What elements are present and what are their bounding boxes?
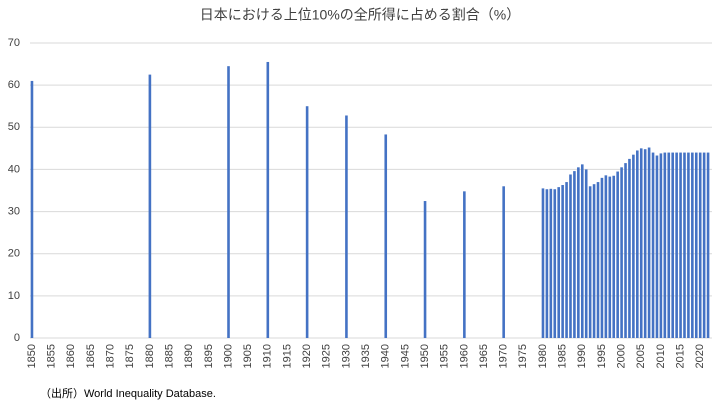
x-tick-label: 1905 <box>242 344 254 368</box>
bar <box>553 189 557 338</box>
x-tick-label: 1910 <box>262 344 274 368</box>
x-tick-label: 1855 <box>46 344 58 368</box>
x-tick-label: 1860 <box>65 344 77 368</box>
bar <box>616 171 619 338</box>
bar <box>655 155 659 338</box>
bar <box>584 169 588 338</box>
bar <box>694 152 698 338</box>
bar <box>227 66 230 338</box>
x-tick-label: 1965 <box>478 344 490 368</box>
y-tick-label: 60 <box>8 79 20 91</box>
x-tick-label: 2010 <box>655 344 667 368</box>
x-tick-label: 1920 <box>301 344 313 368</box>
x-tick-label: 1940 <box>380 344 392 368</box>
bar <box>620 167 623 338</box>
bar <box>675 152 678 338</box>
x-tick-label: 1885 <box>163 344 175 368</box>
bar <box>592 184 596 338</box>
bar <box>561 185 564 338</box>
bar <box>679 152 682 338</box>
bar <box>612 175 616 338</box>
y-tick-label: 40 <box>8 163 20 175</box>
x-tick-label: 1960 <box>458 344 470 368</box>
bar <box>463 191 466 338</box>
bar <box>643 149 647 338</box>
x-tick-label: 2000 <box>615 344 627 368</box>
bar <box>565 182 568 338</box>
bar <box>384 134 388 338</box>
y-tick-label: 50 <box>8 121 20 133</box>
x-tick-label: 1915 <box>281 344 293 368</box>
y-tick-label: 20 <box>8 248 20 260</box>
bar <box>30 80 34 338</box>
y-tick-label: 70 <box>8 37 20 49</box>
bar <box>596 182 600 338</box>
bar <box>541 188 545 338</box>
x-tick-label: 1935 <box>360 344 372 368</box>
bar <box>639 148 643 338</box>
x-tick-label: 1850 <box>26 344 38 368</box>
bar <box>588 186 592 338</box>
bar <box>608 176 612 338</box>
source-note: （出所）World Inequality Database. <box>40 386 216 400</box>
x-tick-label: 1970 <box>498 344 510 368</box>
bar <box>687 152 690 338</box>
bar <box>624 163 627 338</box>
x-tick-label: 1950 <box>419 344 431 368</box>
bar <box>698 152 702 338</box>
bar <box>580 164 584 338</box>
bar <box>632 154 635 338</box>
bar <box>604 175 608 338</box>
bar <box>600 177 604 338</box>
x-tick-label: 1880 <box>144 344 156 368</box>
x-tick-label: 1875 <box>124 344 136 368</box>
x-tick-label: 1865 <box>85 344 97 368</box>
bar <box>659 153 663 338</box>
y-tick-label: 10 <box>8 290 20 302</box>
x-tick-label: 2005 <box>635 344 647 368</box>
y-tick-label: 30 <box>8 205 20 217</box>
x-tick-label: 1890 <box>183 344 195 368</box>
x-tick-label: 1985 <box>557 344 569 368</box>
x-tick-label: 1990 <box>576 344 588 368</box>
bar <box>691 152 694 338</box>
bar <box>573 171 576 338</box>
y-tick-label: 0 <box>14 332 20 344</box>
x-tick-label: 2015 <box>674 344 686 368</box>
x-tick-label: 2020 <box>694 344 706 368</box>
chart-title: 日本における上位10%の全所得に占める割合（%） <box>200 7 520 23</box>
bar <box>683 152 686 338</box>
x-tick-label: 1945 <box>399 344 411 368</box>
bar <box>345 115 348 338</box>
bar <box>545 189 549 338</box>
bar <box>423 201 427 338</box>
x-tick-label: 1975 <box>517 344 529 368</box>
bar <box>148 74 152 338</box>
bar <box>577 167 580 338</box>
x-tick-label: 1925 <box>321 344 333 368</box>
bar <box>502 186 505 338</box>
x-tick-label: 1980 <box>537 344 549 368</box>
bar <box>557 187 560 338</box>
bar <box>569 174 572 338</box>
bar <box>671 152 674 338</box>
x-tick-label: 1955 <box>439 344 451 368</box>
x-tick-label: 1870 <box>104 344 116 368</box>
bar <box>305 106 309 338</box>
bar <box>636 150 639 338</box>
x-tick-label: 1895 <box>203 344 215 368</box>
bar <box>663 152 667 338</box>
bar <box>706 152 710 338</box>
bar <box>651 152 655 338</box>
bar <box>702 152 706 338</box>
bar <box>667 152 671 338</box>
bar <box>647 147 651 338</box>
bar <box>628 158 631 338</box>
x-tick-label: 1930 <box>340 344 352 368</box>
x-tick-label: 1995 <box>596 344 608 368</box>
x-tick-label: 1900 <box>222 344 234 368</box>
bar <box>549 188 553 338</box>
bar <box>266 61 270 338</box>
